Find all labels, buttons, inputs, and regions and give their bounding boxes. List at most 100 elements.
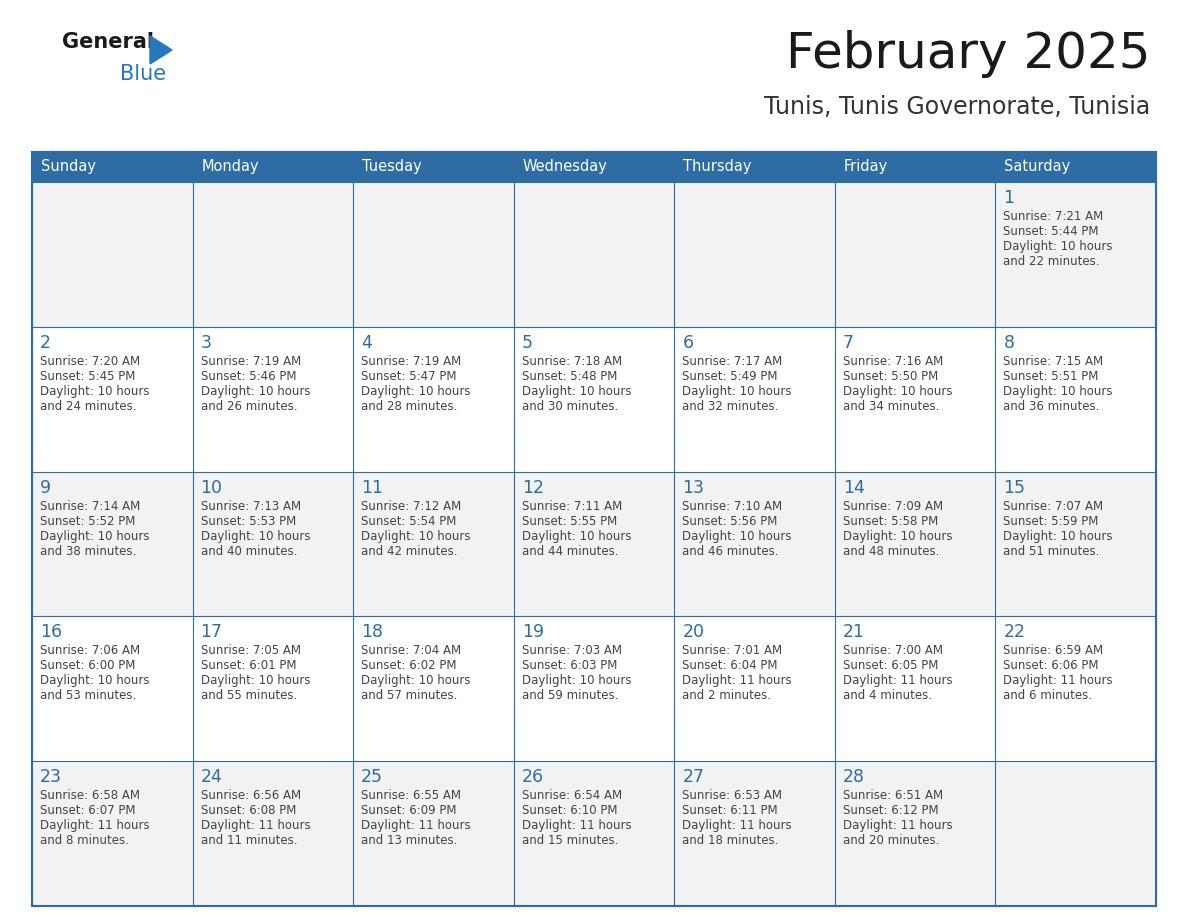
Bar [513,182,675,327]
Text: Sunrise: 6:58 AM: Sunrise: 6:58 AM [40,789,140,802]
Text: Daylight: 10 hours: Daylight: 10 hours [361,530,470,543]
Text: Sunday: Sunday [42,160,96,174]
Text: General: General [62,32,154,52]
Text: Sunrise: 7:04 AM: Sunrise: 7:04 AM [361,644,461,657]
Text: Daylight: 11 hours: Daylight: 11 hours [40,819,150,833]
Text: Blue: Blue [120,64,166,84]
Polygon shape [150,36,172,64]
Text: 14: 14 [842,478,865,497]
Text: Sunset: 6:03 PM: Sunset: 6:03 PM [522,659,617,672]
Bar [996,182,1156,327]
Bar [675,472,835,616]
Text: Sunset: 6:04 PM: Sunset: 6:04 PM [682,659,778,672]
Text: Sunset: 5:53 PM: Sunset: 5:53 PM [201,515,296,528]
Text: and 4 minutes.: and 4 minutes. [842,689,931,702]
Text: Sunset: 5:49 PM: Sunset: 5:49 PM [682,370,778,383]
Text: 23: 23 [40,768,62,786]
Text: Sunrise: 6:53 AM: Sunrise: 6:53 AM [682,789,782,802]
Text: and 57 minutes.: and 57 minutes. [361,689,457,702]
Text: Tunis, Tunis Governorate, Tunisia: Tunis, Tunis Governorate, Tunisia [764,95,1150,119]
Text: Sunrise: 7:14 AM: Sunrise: 7:14 AM [40,499,140,512]
Text: 24: 24 [201,768,222,786]
Bar [513,472,675,616]
Text: Sunrise: 6:55 AM: Sunrise: 6:55 AM [361,789,461,802]
Text: Daylight: 10 hours: Daylight: 10 hours [201,385,310,397]
Text: Sunset: 5:56 PM: Sunset: 5:56 PM [682,515,778,528]
Text: 26: 26 [522,768,544,786]
Text: Sunrise: 7:16 AM: Sunrise: 7:16 AM [842,354,943,368]
Text: 10: 10 [201,478,222,497]
Text: Sunset: 6:00 PM: Sunset: 6:00 PM [40,659,135,672]
Text: 22: 22 [1004,623,1025,642]
Text: 15: 15 [1004,478,1025,497]
Text: and 20 minutes.: and 20 minutes. [842,834,940,847]
Text: Sunrise: 7:10 AM: Sunrise: 7:10 AM [682,499,783,512]
Text: Sunset: 6:01 PM: Sunset: 6:01 PM [201,659,296,672]
Text: Sunset: 5:58 PM: Sunset: 5:58 PM [842,515,939,528]
Text: Daylight: 10 hours: Daylight: 10 hours [682,530,791,543]
Text: Wednesday: Wednesday [523,160,607,174]
Text: and 24 minutes.: and 24 minutes. [40,400,137,413]
Text: Sunset: 6:09 PM: Sunset: 6:09 PM [361,804,456,817]
Bar [353,616,513,761]
Text: Sunset: 6:11 PM: Sunset: 6:11 PM [682,804,778,817]
Text: Sunrise: 7:00 AM: Sunrise: 7:00 AM [842,644,943,657]
Bar [675,327,835,472]
Bar [192,182,353,327]
Text: Thursday: Thursday [683,160,752,174]
Text: and 26 minutes.: and 26 minutes. [201,400,297,413]
Text: and 28 minutes.: and 28 minutes. [361,400,457,413]
Text: Daylight: 10 hours: Daylight: 10 hours [1004,530,1113,543]
Text: and 38 minutes.: and 38 minutes. [40,544,137,557]
Text: and 2 minutes.: and 2 minutes. [682,689,771,702]
Text: 18: 18 [361,623,384,642]
Text: Sunrise: 7:11 AM: Sunrise: 7:11 AM [522,499,623,512]
Bar [32,327,192,472]
Text: and 18 minutes.: and 18 minutes. [682,834,778,847]
Bar [835,472,996,616]
Text: Sunset: 6:07 PM: Sunset: 6:07 PM [40,804,135,817]
Text: and 34 minutes.: and 34 minutes. [842,400,940,413]
Text: Daylight: 11 hours: Daylight: 11 hours [682,675,792,688]
Text: Daylight: 11 hours: Daylight: 11 hours [682,819,792,833]
Bar [32,616,192,761]
Text: Sunrise: 7:19 AM: Sunrise: 7:19 AM [201,354,301,368]
Text: Daylight: 10 hours: Daylight: 10 hours [361,385,470,397]
Text: and 59 minutes.: and 59 minutes. [522,689,618,702]
Text: 9: 9 [40,478,51,497]
Text: Sunset: 5:50 PM: Sunset: 5:50 PM [842,370,939,383]
Text: and 40 minutes.: and 40 minutes. [201,544,297,557]
Text: Daylight: 11 hours: Daylight: 11 hours [842,675,953,688]
Bar [996,761,1156,906]
Text: Sunset: 5:46 PM: Sunset: 5:46 PM [201,370,296,383]
Text: Daylight: 11 hours: Daylight: 11 hours [842,819,953,833]
Text: 8: 8 [1004,334,1015,352]
Text: Sunset: 5:51 PM: Sunset: 5:51 PM [1004,370,1099,383]
Text: Sunrise: 7:13 AM: Sunrise: 7:13 AM [201,499,301,512]
Text: and 36 minutes.: and 36 minutes. [1004,400,1100,413]
Text: Sunrise: 6:56 AM: Sunrise: 6:56 AM [201,789,301,802]
Bar [835,327,996,472]
Text: and 48 minutes.: and 48 minutes. [842,544,940,557]
Text: and 13 minutes.: and 13 minutes. [361,834,457,847]
Text: and 53 minutes.: and 53 minutes. [40,689,137,702]
Text: Tuesday: Tuesday [362,160,422,174]
Text: Sunset: 5:47 PM: Sunset: 5:47 PM [361,370,456,383]
Text: 21: 21 [842,623,865,642]
Bar [353,327,513,472]
Bar [996,327,1156,472]
Text: 20: 20 [682,623,704,642]
Text: and 15 minutes.: and 15 minutes. [522,834,618,847]
Text: Daylight: 11 hours: Daylight: 11 hours [522,819,631,833]
Text: 13: 13 [682,478,704,497]
Text: and 22 minutes.: and 22 minutes. [1004,255,1100,268]
Bar [353,761,513,906]
Text: Sunset: 6:06 PM: Sunset: 6:06 PM [1004,659,1099,672]
Text: Daylight: 11 hours: Daylight: 11 hours [361,819,470,833]
Text: Sunrise: 6:59 AM: Sunrise: 6:59 AM [1004,644,1104,657]
Text: Daylight: 10 hours: Daylight: 10 hours [1004,385,1113,397]
Text: Sunrise: 7:18 AM: Sunrise: 7:18 AM [522,354,621,368]
Text: Sunrise: 6:51 AM: Sunrise: 6:51 AM [842,789,943,802]
Text: 12: 12 [522,478,544,497]
Text: 19: 19 [522,623,544,642]
